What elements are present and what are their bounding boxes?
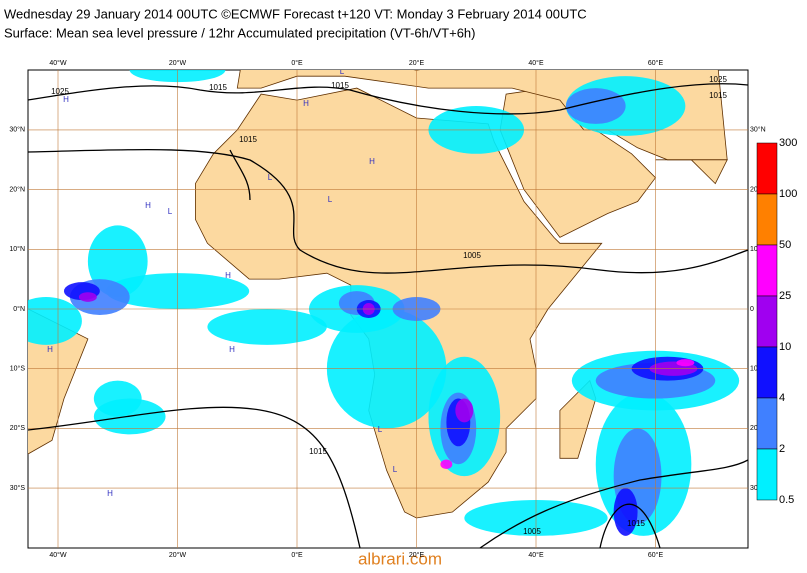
lon-label-top: 0°E: [291, 59, 303, 67]
pressure-center: H: [303, 99, 309, 108]
lat-label-right: 30: [750, 485, 758, 492]
precipitation-area: [455, 398, 474, 423]
precipitation-area: [613, 488, 638, 536]
lat-label-left: 20°S: [10, 424, 26, 432]
lat-label-right: 20: [750, 425, 758, 432]
colorbar-segment: [756, 295, 778, 348]
pressure-center: H: [47, 345, 53, 354]
pressure-center: L: [168, 207, 173, 216]
precipitation-area: [440, 459, 453, 469]
isobar: [28, 148, 748, 274]
lat-label-right: 20: [750, 186, 758, 193]
pressure-center: L: [378, 425, 383, 434]
isobar: [229, 149, 251, 201]
lat-label-left: 0°N: [13, 305, 25, 313]
lon-label-top: 20°W: [169, 59, 187, 67]
lat-label-left: 30°S: [10, 484, 26, 492]
precipitation-area: [78, 292, 97, 302]
lat-label-left: 30°N: [9, 126, 25, 134]
isobar: [599, 503, 661, 548]
lat-label-left: 20°N: [9, 185, 25, 193]
colorbar-segment: [756, 244, 778, 297]
colorbar-label: 100: [779, 188, 797, 200]
pressure-center: L: [328, 195, 333, 204]
colorbar-label: 50: [779, 239, 791, 251]
colorbar-label: 25: [779, 290, 791, 302]
precipitation-area: [207, 309, 327, 345]
lat-label-left: 10°N: [9, 245, 25, 253]
lat-label-left: 10°S: [10, 365, 26, 373]
isobar-label: 1005: [463, 251, 481, 260]
precipitation-area: [676, 359, 695, 367]
lon-label-top: 40°E: [528, 59, 544, 67]
watermark: albrari.com: [358, 549, 442, 568]
isobar-label: 1015: [709, 91, 727, 100]
isobar: [28, 406, 361, 548]
isobar: [479, 459, 748, 548]
colorbar-label: 0.5: [779, 494, 794, 506]
lon-label-bottom: 0°E: [291, 551, 303, 559]
isobar-label: 1025: [709, 75, 727, 84]
pressure-center: H: [145, 201, 151, 210]
isobar-label: 1015: [331, 81, 349, 90]
pressure-center: L: [393, 465, 398, 474]
colorbar-segment: [756, 448, 778, 501]
title-line: Wednesday 29 January 2014 00UTC ©ECMWF F…: [4, 6, 587, 21]
isobar-label: 1015: [309, 447, 327, 456]
colorbar-segment: [756, 193, 778, 246]
lon-label-top: 40°W: [49, 59, 67, 67]
pressure-center: H: [225, 271, 231, 280]
pressure-center: H: [63, 95, 69, 104]
lat-label-right: 0: [750, 306, 754, 313]
colorbar-label: 10: [779, 341, 791, 353]
lat-label-right: 30°N: [750, 126, 766, 134]
colorbar-label: 300: [779, 137, 797, 149]
lon-label-top: 20°E: [409, 59, 425, 67]
isobar-label: 1015: [239, 135, 257, 144]
lon-label-top: 60°E: [648, 59, 664, 67]
lon-label-bottom: 40°E: [528, 551, 544, 559]
pressure-center: H: [229, 345, 235, 354]
land: [655, 159, 728, 185]
colorbar-segment: [756, 142, 778, 195]
pressure-center: H: [369, 157, 375, 166]
colorbar-segment: [756, 346, 778, 399]
colorbar-segment: [756, 397, 778, 450]
lat-label-right: 10: [750, 366, 758, 373]
map: 1025 1015 1015 1015 1005 1015 1005 1015 1025 1015…: [28, 67, 748, 548]
lon-label-bottom: 20°E: [409, 551, 425, 559]
isobar-label: 1015: [627, 519, 645, 528]
precipitation-area: [565, 88, 626, 124]
lat-label-right: 10: [750, 246, 758, 253]
colorbar-label: 4: [779, 392, 785, 404]
lon-label-bottom: 20°W: [169, 551, 187, 559]
lon-label-bottom: 40°W: [49, 551, 67, 559]
precipitation-area: [28, 297, 82, 345]
isobar-label: 1025: [51, 87, 69, 96]
colorbar-label: 2: [779, 443, 785, 455]
pressure-center: L: [340, 67, 345, 76]
pressure-center: H: [107, 489, 113, 498]
pressure-center: L: [268, 173, 273, 182]
subtitle-line: Surface: Mean sea level pressure / 12hr …: [4, 25, 476, 40]
isobar: [28, 83, 748, 115]
lon-label-bottom: 60°E: [648, 551, 664, 559]
isobar-label: 1005: [523, 527, 541, 536]
isobar-label: 1015: [209, 83, 227, 92]
